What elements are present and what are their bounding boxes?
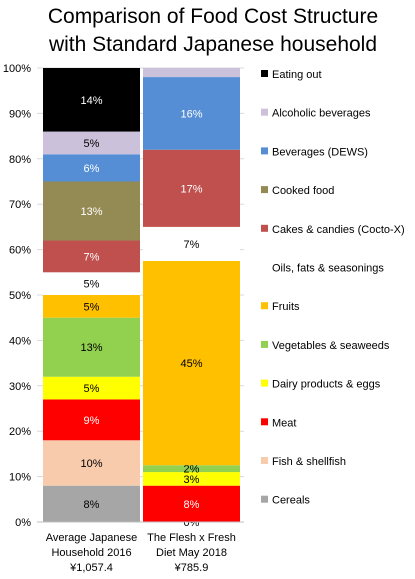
data-label: 8% [184,499,200,511]
bar-segment [143,226,240,261]
legend: Eating out Alcoholic beverages Beverages (… [261,69,405,507]
legend-swatch [261,418,268,426]
data-label: 17% [180,183,202,195]
data-label: 13% [80,342,102,354]
y-tick-label: 0% [15,517,31,529]
data-label: 6% [84,163,100,175]
category-label: The Flesh x Fresh [147,532,236,544]
data-label: 10% [80,458,102,470]
bar-segment [143,77,240,150]
category-labels: Average Japanese Household 2016 ¥1,057.4 Th… [46,532,236,574]
legend-entry: Vegetables & seaweeds [272,340,390,352]
legend-entry: Meat [272,417,296,429]
data-label: 14% [80,95,102,107]
data-label: 45% [180,358,202,370]
data-label: 16% [180,108,202,120]
legend-entry: Fish & shellfish [272,456,346,468]
legend-swatch [261,224,268,232]
data-label: 5% [84,279,100,291]
legend-swatch [261,186,268,194]
bar-segment [43,295,140,318]
bar-segment [43,240,140,273]
bars: 8%10%9%5%13%5%5%7%13%6%5%14%0%8%3%2%45%7… [43,68,240,529]
bar-segment [43,154,140,182]
category-label: ¥1,057.4 [69,562,113,574]
data-label: 5% [84,383,100,395]
legend-entry: Beverages (DEWS) [272,146,368,158]
category-label: Household 2016 [51,547,131,559]
legend-entry: Cereals [272,495,310,507]
category-label: Average Japanese [46,532,138,544]
data-label: 5% [84,301,100,313]
chart-title-line-2: with Standard Japanese household [48,33,377,56]
legend-entry: Eating out [272,69,322,81]
bar-segment [43,399,140,441]
y-tick-label: 100% [3,63,31,75]
y-tick-label: 90% [9,108,31,120]
y-tick-label: 70% [9,199,31,211]
data-label: 3% [184,474,200,486]
legend-entry: Dairy products & eggs [272,379,381,391]
category-label: Diet May 2018 [156,547,227,559]
legend-swatch [261,340,268,348]
y-tick-label: 50% [9,290,31,302]
legend-swatch [261,70,268,77]
bar-segment [143,149,240,227]
legend-entry: Cooked food [272,185,334,197]
data-label: 7% [84,251,100,263]
y-axis-ticks: 0% 10% 20% 30% 40% 50% 60% 70% 80% 90% 100% [3,63,31,529]
bar-segment [43,317,140,377]
legend-swatch [261,379,268,387]
legend-swatch [261,457,268,464]
legend-entry: Oils, fats & seasonings [272,263,384,275]
legend-swatch [261,108,268,116]
legend-swatch [261,302,268,310]
legend-entry: Cakes & candies (Cocto-X) [272,224,405,236]
y-tick-label: 60% [9,245,31,257]
y-tick-label: 20% [9,426,31,438]
bar-segment [143,485,240,522]
bar-segment [143,472,240,486]
data-label: 5% [84,138,100,150]
category-label: ¥785.9 [174,562,209,574]
y-tick-label: 10% [9,472,31,484]
bar-segment [143,260,240,466]
bar-segment [43,376,140,400]
y-tick-label: 80% [9,154,31,166]
bar-segment [43,440,140,486]
legend-entry: Alcoholic beverages [272,108,371,120]
bar-segment [43,181,140,241]
legend-swatch [261,147,268,155]
y-tick-label: 40% [9,335,31,347]
data-label: 13% [80,206,102,218]
chart-title-line-1: Comparison of Food Cost Structure [48,5,378,28]
legend-swatch [261,495,268,503]
bar-segment [143,465,240,473]
bar-segment [43,68,140,132]
y-tick-label: 30% [9,381,31,393]
bar-segment [43,131,140,155]
bar-segment [143,68,240,78]
data-label: 8% [84,499,100,511]
bar-segment [43,272,140,295]
bar-segment [43,485,140,522]
data-label: 9% [84,415,100,427]
legend-entry: Fruits [272,301,300,313]
data-label: 2% [184,464,200,476]
data-label: 7% [184,239,200,251]
